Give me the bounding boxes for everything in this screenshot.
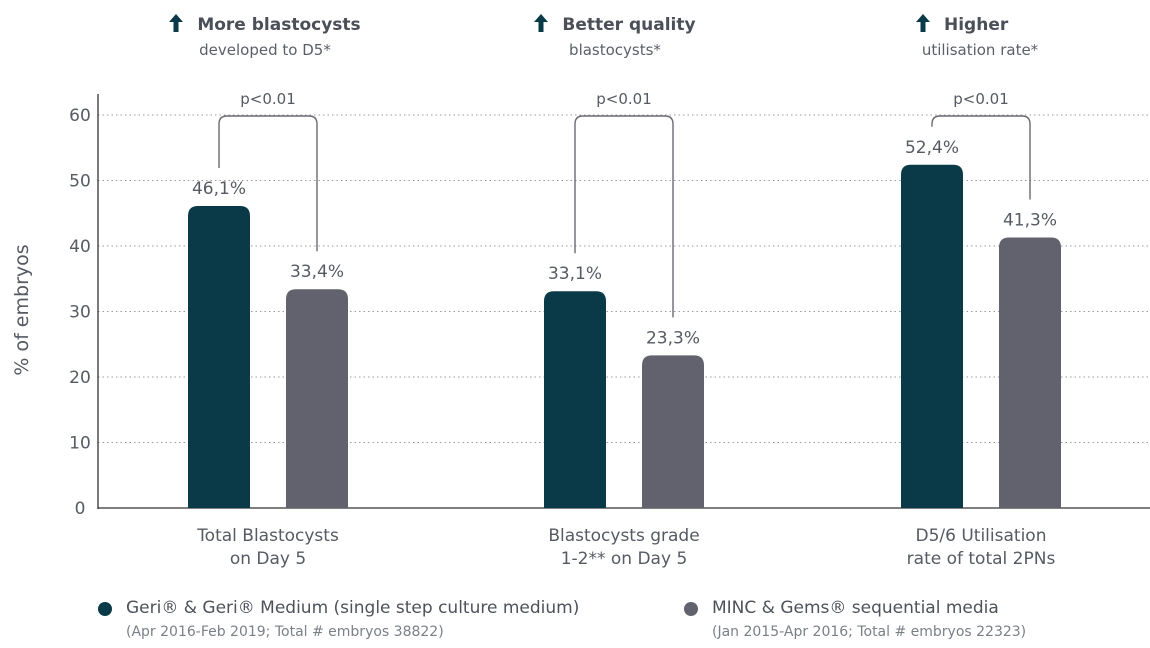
significance-bracket bbox=[218, 115, 318, 252]
data-label: 46,1% bbox=[192, 179, 246, 199]
up-arrow-icon bbox=[916, 14, 930, 32]
callout-sub-text: utilisation rate* bbox=[921, 41, 1039, 59]
callout-head-text: Higher bbox=[944, 15, 1009, 35]
y-tick-label: 20 bbox=[69, 368, 91, 388]
callout-more-blastocysts: More blastocysts developed to D5* bbox=[150, 14, 380, 59]
callout-head-text: Better quality bbox=[562, 15, 696, 35]
x-category-label: D5/6 Utilisation bbox=[916, 526, 1047, 546]
callout-higher: Higher utilisation rate* bbox=[880, 14, 1080, 59]
up-arrow-icon bbox=[169, 14, 184, 32]
bar-minc bbox=[999, 237, 1061, 509]
legend-dot-geri bbox=[98, 602, 112, 616]
bar-geri bbox=[188, 206, 250, 509]
data-label: 52,4% bbox=[905, 138, 959, 158]
data-label: 23,3% bbox=[646, 328, 700, 348]
legend-label: MINC & Gems® sequential media bbox=[712, 598, 999, 618]
bar-minc bbox=[286, 289, 348, 508]
legend-sublabel: (Apr 2016-Feb 2019; Total # embryos 3882… bbox=[126, 624, 444, 640]
y-tick-label: 0 bbox=[75, 499, 86, 519]
x-category-label: rate of total 2PNs bbox=[907, 549, 1056, 569]
x-category-label: Blastocysts grade bbox=[548, 526, 699, 546]
up-arrow-icon bbox=[534, 14, 549, 32]
legend-dot-minc bbox=[684, 602, 698, 616]
bar-geri bbox=[544, 291, 606, 508]
x-category-label: on Day 5 bbox=[230, 549, 306, 569]
data-label: 41,3% bbox=[1003, 210, 1057, 230]
y-tick-label: 30 bbox=[69, 303, 91, 323]
y-tick-label: 10 bbox=[69, 434, 91, 454]
y-tick-label: 50 bbox=[69, 172, 91, 192]
y-tick-label: 40 bbox=[69, 237, 91, 257]
x-category-label: 1-2** on Day 5 bbox=[561, 549, 688, 569]
significance-label: p<0.01 bbox=[953, 90, 1009, 108]
significance-bracket bbox=[574, 115, 674, 318]
y-tick-label: 60 bbox=[69, 106, 91, 126]
legend-label: Geri® & Geri® Medium (single step cultur… bbox=[126, 598, 580, 618]
callout-better-quality: Better quality blastocysts* bbox=[510, 14, 720, 59]
significance-bracket bbox=[931, 115, 1031, 200]
x-category-label: Total Blastocysts bbox=[196, 526, 339, 546]
callout-sub-text: blastocysts* bbox=[569, 41, 661, 59]
bar-geri bbox=[901, 164, 963, 508]
bar-minc bbox=[642, 355, 704, 508]
callout-sub-text: developed to D5* bbox=[199, 41, 331, 59]
data-label: 33,4% bbox=[290, 262, 344, 282]
y-axis-label: % of embryos bbox=[11, 244, 33, 375]
significance-label: p<0.01 bbox=[240, 90, 296, 108]
data-label: 33,1% bbox=[548, 264, 602, 284]
legend-sublabel: (Jan 2015-Apr 2016; Total # embryos 2232… bbox=[712, 624, 1027, 640]
significance-label: p<0.01 bbox=[596, 90, 652, 108]
callout-head-text: More blastocysts bbox=[197, 15, 361, 35]
